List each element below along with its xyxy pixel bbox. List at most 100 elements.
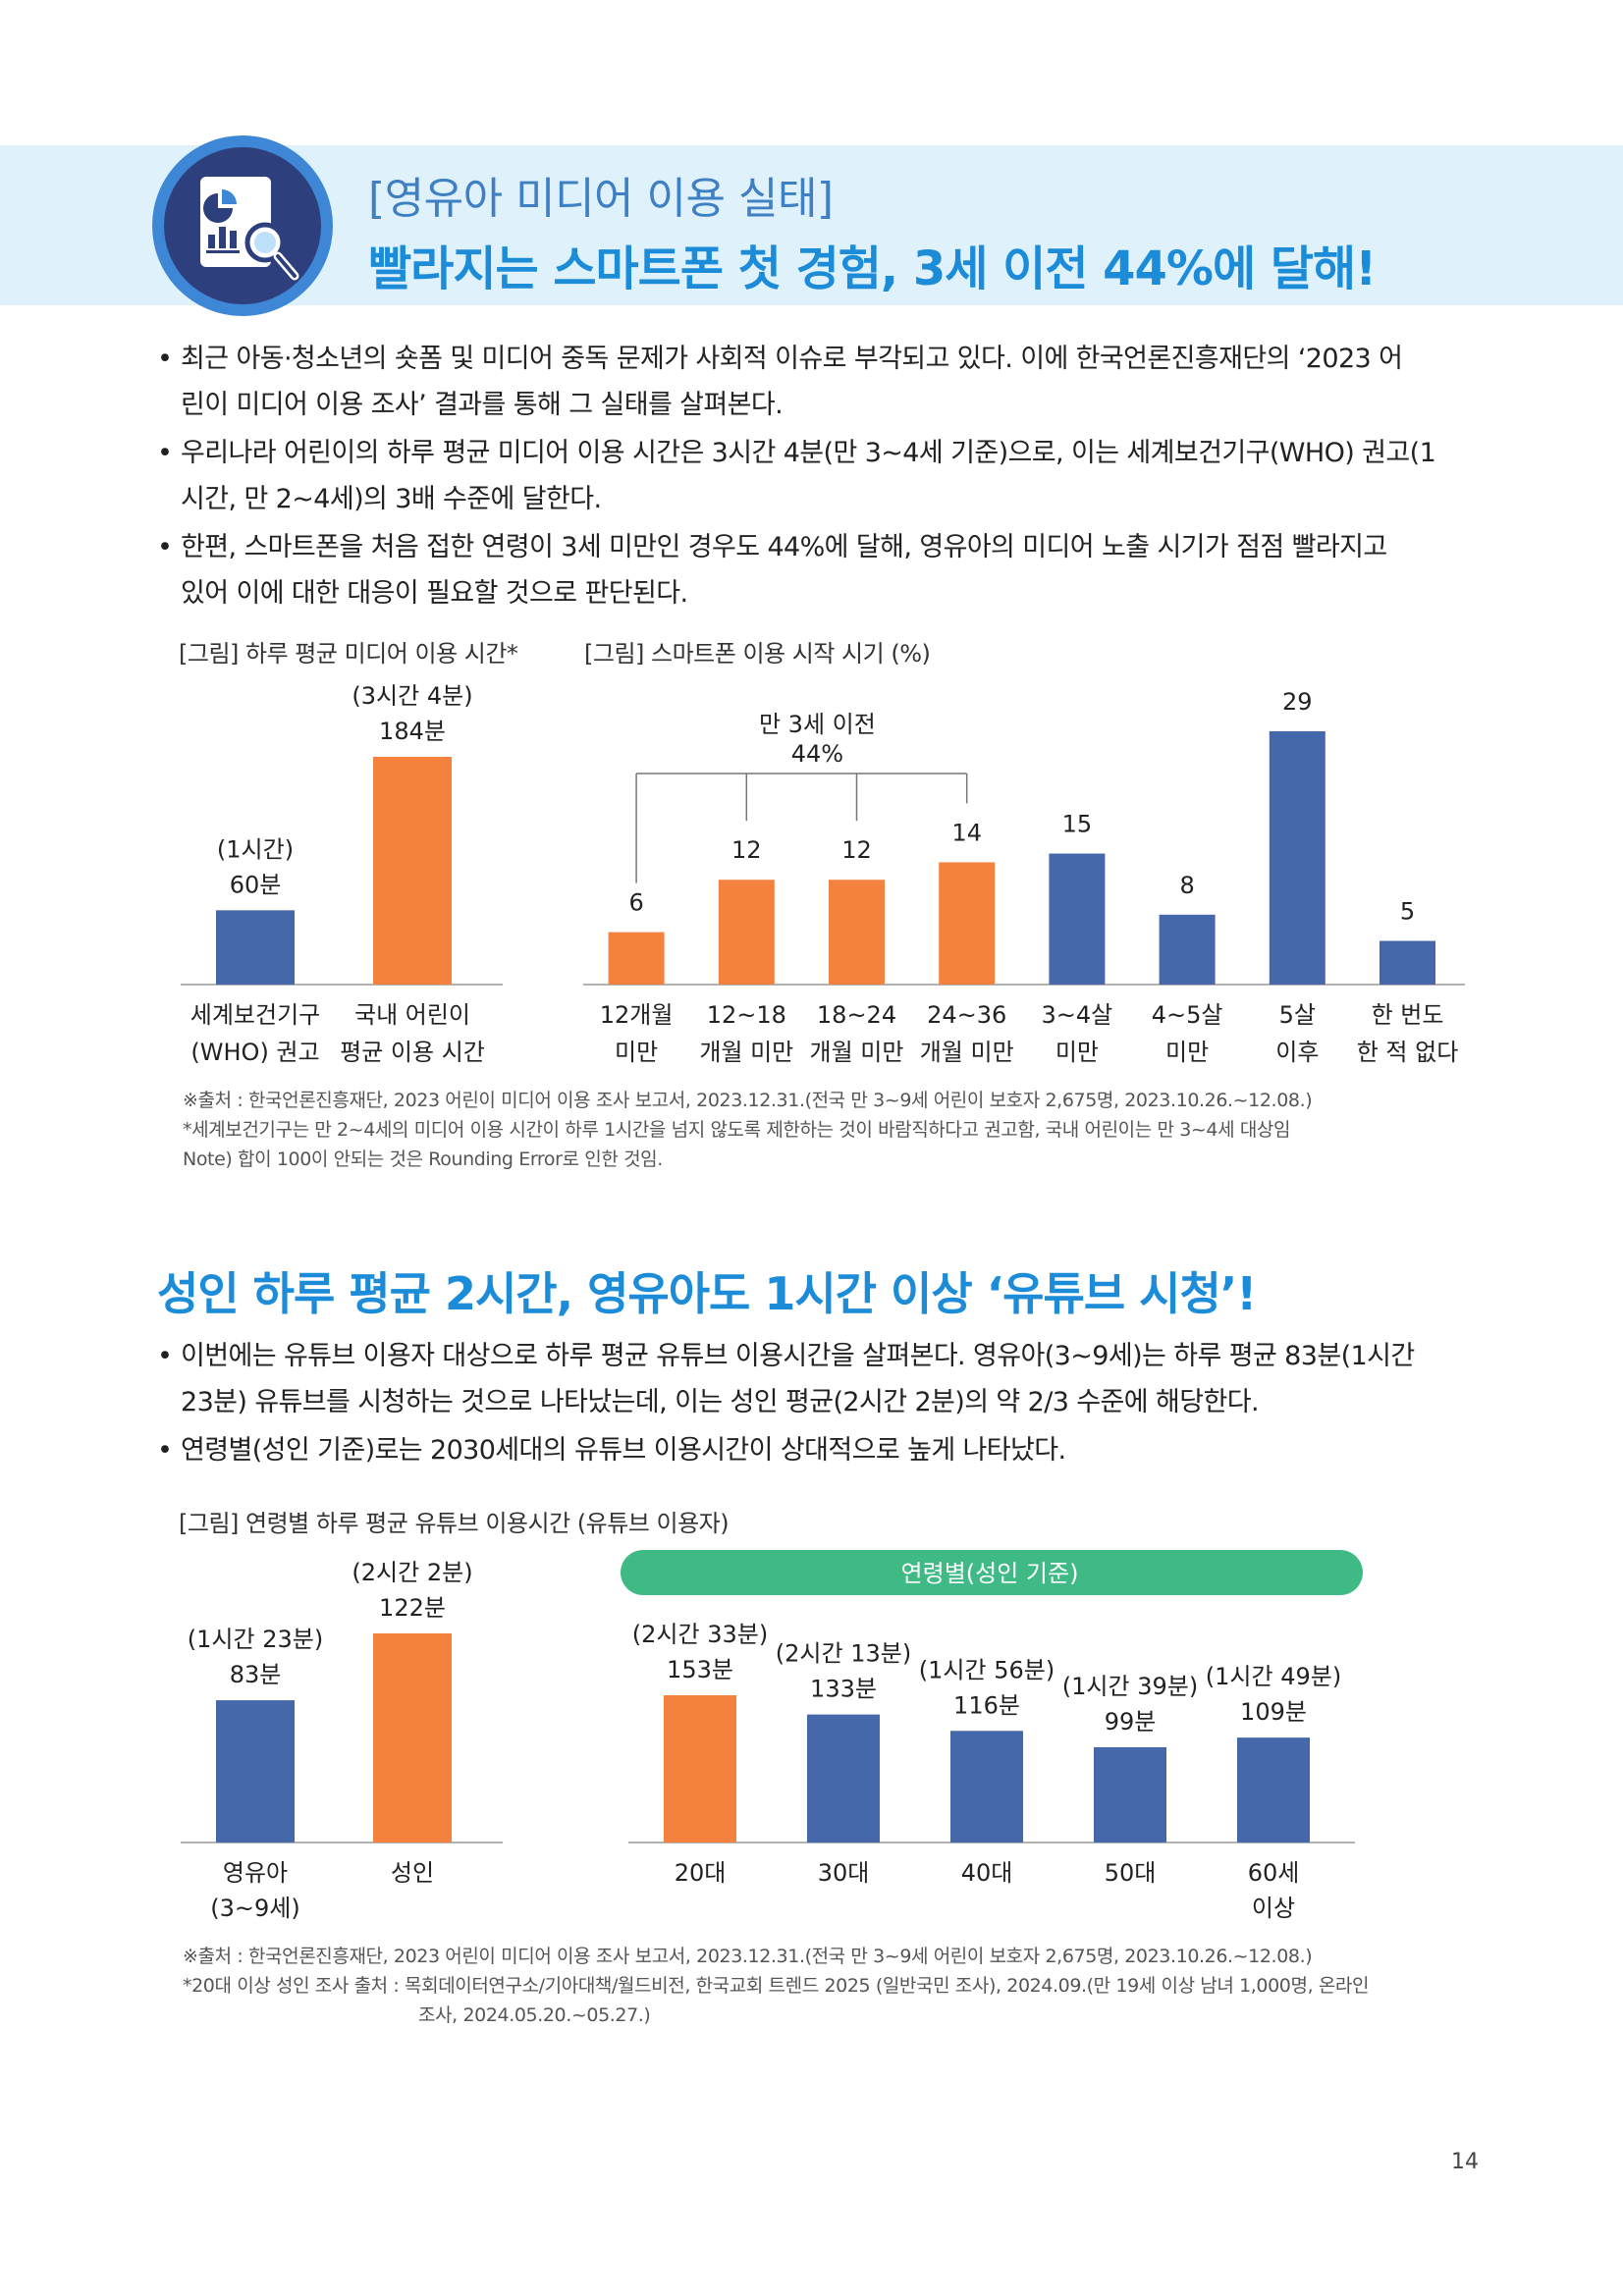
data-label: 6: [628, 889, 643, 917]
tick-label: 12~18: [707, 1001, 786, 1029]
figure-caption: [그림] 스마트폰 이용 시작 시기 (%): [584, 640, 931, 667]
section-title: 성인 하루 평균 2시간, 영유아도 1시간 이상 ‘유튜브 시청’!: [157, 1267, 1257, 1320]
tick-label: 24~36: [927, 1001, 1006, 1029]
data-label-extra: (3시간 4분): [352, 682, 472, 710]
data-label: 12: [731, 836, 762, 864]
bullet-line: 최근 아동·청소년의 숏폼 및 미디어 중독 문제가 사회적 이슈로 부각되고 …: [181, 344, 1403, 374]
tick-label: 4~5살: [1152, 1001, 1223, 1029]
tick-label: 미만: [1055, 1039, 1099, 1066]
tick-label: 개월 미만: [810, 1039, 904, 1066]
bracket-label: 만 3세 이전: [759, 711, 876, 738]
bar: [1159, 914, 1216, 985]
bullet-line: 린이 미디어 이용 조사’ 결과를 통해 그 실태를 살펴본다.: [181, 390, 784, 420]
tick-label: 18~24: [817, 1001, 896, 1029]
bar: [1269, 731, 1325, 985]
source-line: Note) 합이 100이 안되는 것은 Rounding Error로 인한 …: [183, 1148, 663, 1170]
section2-bullet-list: 이번에는 유튜브 이용자 대상으로 하루 평균 유튜브 이용시간을 살펴본다. …: [157, 1333, 1478, 1473]
chart-media-time: 60분 (1시간) 세계보건기구 (WHO) 권고 184분 (3시간 4분) 국내 어린이…: [181, 682, 503, 1066]
data-label: 133분: [810, 1676, 877, 1703]
figure-caption: [그림] 하루 평균 미디어 이용 시간*: [179, 640, 518, 667]
source-line: ※출처 : 한국언론진흥재단, 2023 어린이 미디어 이용 조사 보고서, …: [183, 1090, 1313, 1111]
bullet-line: 연령별(성인 기준)로는 2030세대의 유튜브 이용시간이 상대적으로 높게 …: [181, 1435, 1066, 1466]
source-line: *20대 이상 성인 조사 출처 : 목회데이터연구소/기아대책/월드비전, 한…: [183, 1975, 1370, 1997]
tick-label: 30대: [818, 1859, 870, 1887]
tick-label: (3~9세): [210, 1895, 299, 1922]
bar: [939, 862, 996, 985]
data-label-extra: (2시간 33분): [632, 1621, 768, 1648]
section2-bullet-2: 연령별(성인 기준)로는 2030세대의 유튜브 이용시간이 상대적으로 높게 …: [157, 1427, 1478, 1473]
tick-label: 국내 어린이: [354, 1001, 470, 1029]
report-magnifier-icon: [149, 133, 336, 319]
bullet-line: 우리나라 어린이의 하루 평균 미디어 이용 시간은 3시간 4분(만 3~4세…: [181, 438, 1436, 468]
data-label: 12: [841, 836, 872, 864]
intro-bullet-1: 최근 아동·청소년의 숏폼 및 미디어 중독 문제가 사회적 이슈로 부각되고 …: [157, 336, 1478, 428]
bar: [1049, 853, 1106, 985]
section2-bullet-1: 이번에는 유튜브 이용자 대상으로 하루 평균 유튜브 이용시간을 살펴본다. …: [157, 1333, 1478, 1425]
tick-label: 개월 미만: [920, 1039, 1014, 1066]
bar: [664, 1695, 736, 1842]
tick-label: 20대: [675, 1859, 727, 1887]
data-label-extra: (2시간 13분): [776, 1640, 911, 1668]
bullet-line: 한편, 스마트폰을 처음 접한 연령이 3세 미만인 경우도 44%에 달해, …: [181, 532, 1387, 562]
data-label: 99분: [1105, 1708, 1157, 1735]
data-label-extra: (1시간 49분): [1206, 1663, 1341, 1690]
data-label: 8: [1179, 872, 1194, 899]
source-note: ※출처 : 한국언론진흥재단, 2023 어린이 미디어 이용 조사 보고서, …: [183, 1086, 1313, 1174]
data-label: 184분: [379, 718, 446, 745]
group-header-pill: [621, 1550, 1363, 1595]
bar: [950, 1731, 1023, 1842]
tick-label: 미만: [1165, 1039, 1209, 1066]
source-line: ※출처 : 한국언론진흥재단, 2023 어린이 미디어 이용 조사 보고서, …: [183, 1946, 1313, 1967]
bar: [1237, 1737, 1310, 1842]
group-header-label: 연령별(성인 기준): [901, 1560, 1079, 1587]
bar: [608, 932, 665, 985]
tick-label: 이상: [1252, 1895, 1295, 1922]
bracket-label: 44%: [791, 740, 843, 768]
bullet-line: 있어 이에 대한 대응이 필요할 것으로 판단된다.: [181, 578, 688, 609]
figure-caption: [그림] 연령별 하루 평균 유튜브 이용시간 (유튜브 이용자): [179, 1510, 730, 1537]
data-label: 60분: [230, 871, 282, 898]
data-label: 122분: [379, 1594, 446, 1622]
data-label: 14: [951, 819, 982, 846]
source-line: 조사, 2024.05.20.~05.27.): [418, 2004, 651, 2026]
bullet-line: 시간, 만 2~4세)의 3배 수준에 달한다.: [181, 484, 602, 514]
tick-label: 3~4살: [1042, 1001, 1113, 1029]
bar: [216, 1700, 295, 1842]
data-label-extra: (1시간 39분): [1062, 1673, 1198, 1700]
tick-label: 영유아: [223, 1859, 288, 1887]
bar: [373, 757, 452, 985]
intro-bullet-2: 우리나라 어린이의 하루 평균 미디어 이용 시간은 3시간 4분(만 3~4세…: [157, 430, 1478, 522]
page-number: 14: [1451, 2150, 1479, 2174]
tick-label: 12개월: [600, 1001, 674, 1029]
tick-label: 이후: [1275, 1039, 1319, 1066]
tick-label: 개월 미만: [699, 1039, 793, 1066]
bar: [1380, 940, 1435, 985]
bar: [829, 880, 885, 985]
data-label: 116분: [953, 1691, 1020, 1719]
bullet-line: 이번에는 유튜브 이용자 대상으로 하루 평균 유튜브 이용시간을 살펴본다. …: [181, 1341, 1415, 1371]
bar: [1094, 1746, 1166, 1842]
data-label-extra: (2시간 2분): [352, 1559, 472, 1586]
bullet-line: 23분) 유튜브를 시청하는 것으로 나타났는데, 이는 성인 평균(2시간 2…: [181, 1387, 1260, 1417]
data-label-extra: (1시간 23분): [188, 1626, 323, 1653]
tick-label: 한 적 없다: [1357, 1039, 1459, 1066]
intro-bullet-list: 최근 아동·청소년의 숏폼 및 미디어 중독 문제가 사회적 이슈로 부각되고 …: [157, 336, 1478, 616]
bar: [718, 880, 775, 985]
data-label: 5: [1400, 898, 1415, 926]
bar: [373, 1633, 452, 1842]
tick-label: 60세: [1248, 1859, 1300, 1887]
data-label: 83분: [230, 1661, 282, 1688]
data-label: 109분: [1240, 1698, 1307, 1726]
tick-label: 50대: [1105, 1859, 1157, 1887]
source-note: ※출처 : 한국언론진흥재단, 2023 어린이 미디어 이용 조사 보고서, …: [183, 1942, 1369, 2030]
tick-label: 한 번도: [1372, 1001, 1444, 1029]
data-label-extra: (1시간 56분): [919, 1656, 1055, 1683]
banner-title: 빨라지는 스마트폰 첫 경험, 3세 이전 44%에 달해!: [368, 241, 1377, 296]
chart-youtube-by-age: 연령별(성인 기준) 153분 (2시간 33분) 20대 133분 (2시간 13분) 3…: [621, 1550, 1363, 1922]
tick-label: 40대: [961, 1859, 1013, 1887]
intro-bullet-3: 한편, 스마트폰을 처음 접한 연령이 3세 미만인 경우도 44%에 달해, …: [157, 524, 1478, 616]
tick-label: 세계보건기구: [190, 1001, 320, 1029]
data-label: 153분: [667, 1656, 733, 1683]
data-label: 15: [1062, 811, 1093, 838]
